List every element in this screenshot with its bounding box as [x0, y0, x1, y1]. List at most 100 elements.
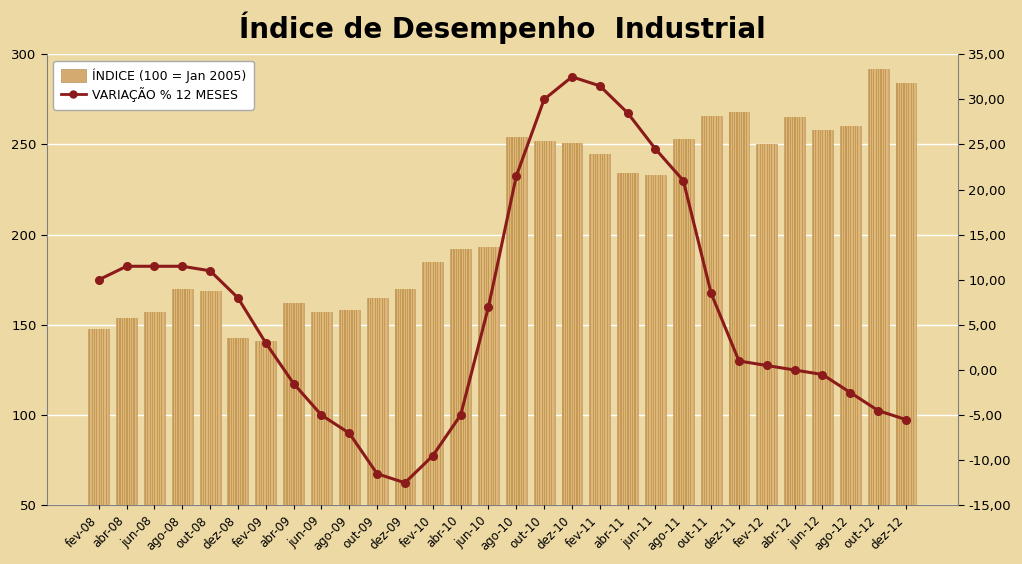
- Bar: [678, 139, 679, 505]
- Bar: [775, 144, 777, 505]
- Bar: [273, 341, 274, 505]
- Bar: [258, 341, 259, 505]
- Bar: [784, 117, 805, 505]
- Bar: [636, 173, 637, 505]
- Bar: [178, 289, 179, 505]
- Bar: [428, 262, 429, 505]
- Bar: [672, 139, 694, 505]
- Bar: [774, 144, 775, 505]
- Bar: [412, 289, 413, 505]
- Bar: [454, 249, 455, 505]
- Bar: [270, 341, 272, 505]
- Bar: [617, 173, 638, 505]
- Bar: [261, 341, 263, 505]
- Bar: [487, 248, 489, 505]
- Bar: [403, 289, 404, 505]
- Bar: [493, 248, 495, 505]
- Bar: [790, 117, 791, 505]
- Bar: [897, 83, 899, 505]
- Bar: [579, 143, 582, 505]
- Bar: [571, 143, 573, 505]
- Bar: [850, 126, 851, 505]
- Bar: [451, 249, 453, 505]
- Bar: [523, 137, 524, 505]
- Bar: [515, 137, 516, 505]
- Bar: [716, 116, 718, 505]
- Bar: [93, 328, 94, 505]
- Bar: [763, 144, 764, 505]
- Bar: [507, 137, 508, 505]
- Bar: [868, 69, 888, 505]
- Bar: [205, 290, 206, 505]
- Bar: [518, 137, 520, 505]
- Bar: [119, 318, 120, 505]
- Bar: [343, 310, 344, 505]
- Bar: [175, 289, 177, 505]
- Bar: [233, 337, 235, 505]
- Bar: [174, 289, 176, 505]
- Bar: [848, 126, 849, 505]
- Bar: [568, 143, 570, 505]
- Bar: [548, 141, 549, 505]
- Bar: [317, 312, 318, 505]
- Bar: [895, 83, 917, 505]
- Bar: [743, 112, 745, 505]
- Bar: [320, 312, 322, 505]
- Bar: [706, 116, 708, 505]
- Bar: [911, 83, 912, 505]
- Bar: [97, 328, 99, 505]
- Bar: [517, 137, 519, 505]
- Bar: [483, 248, 485, 505]
- Bar: [241, 337, 243, 505]
- Bar: [741, 112, 743, 505]
- Bar: [685, 139, 686, 505]
- Bar: [909, 83, 910, 505]
- Bar: [567, 143, 568, 505]
- Bar: [858, 126, 860, 505]
- Bar: [730, 112, 731, 505]
- Bar: [429, 262, 430, 505]
- Bar: [765, 144, 766, 505]
- Bar: [341, 310, 342, 505]
- Bar: [427, 262, 428, 505]
- Bar: [153, 312, 154, 505]
- Bar: [326, 312, 327, 505]
- Bar: [713, 116, 714, 505]
- Bar: [882, 69, 883, 505]
- Bar: [457, 249, 459, 505]
- Bar: [339, 310, 341, 505]
- Bar: [372, 298, 374, 505]
- Bar: [106, 328, 108, 505]
- Bar: [339, 310, 360, 505]
- Bar: [157, 312, 159, 505]
- Bar: [686, 139, 687, 505]
- Bar: [102, 328, 103, 505]
- Bar: [243, 337, 245, 505]
- Bar: [240, 337, 241, 505]
- Bar: [242, 337, 244, 505]
- Bar: [351, 310, 352, 505]
- Bar: [199, 290, 221, 505]
- Bar: [818, 130, 820, 505]
- Bar: [680, 139, 681, 505]
- Bar: [266, 341, 267, 505]
- Bar: [879, 69, 881, 505]
- Bar: [122, 318, 124, 505]
- Bar: [545, 141, 547, 505]
- Bar: [575, 143, 576, 505]
- Bar: [237, 337, 238, 505]
- Bar: [188, 289, 189, 505]
- Bar: [595, 153, 597, 505]
- Bar: [729, 112, 749, 505]
- Bar: [256, 341, 276, 505]
- Bar: [769, 144, 771, 505]
- Bar: [618, 173, 619, 505]
- Bar: [708, 116, 710, 505]
- Bar: [100, 328, 101, 505]
- Bar: [482, 248, 484, 505]
- Bar: [367, 298, 387, 505]
- Bar: [509, 137, 511, 505]
- Bar: [422, 262, 444, 505]
- Bar: [823, 130, 824, 505]
- Bar: [380, 298, 382, 505]
